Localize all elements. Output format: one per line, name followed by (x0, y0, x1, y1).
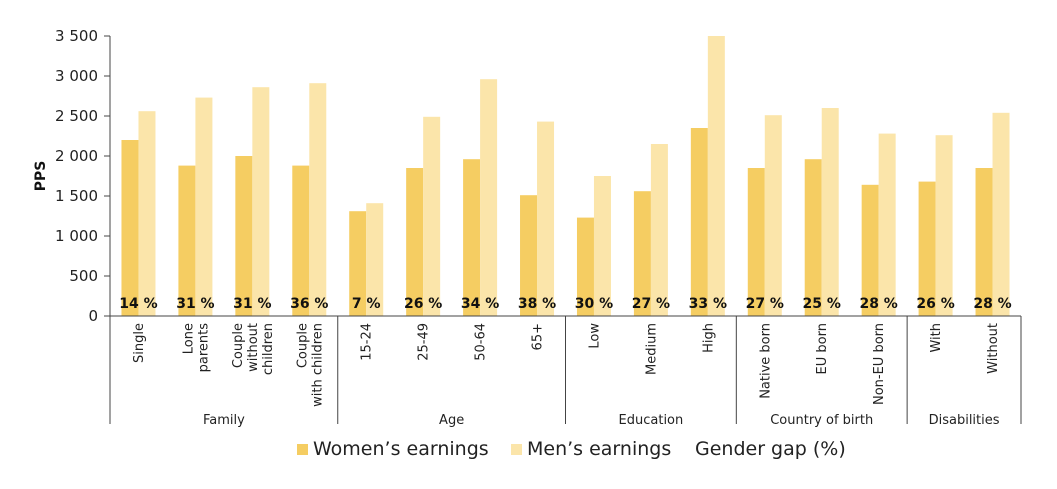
women-bar (633, 191, 651, 316)
category-label: 50-64 (474, 323, 489, 361)
women-bar (520, 195, 538, 316)
women-bar (178, 165, 196, 316)
y-tick-label: 3 000 (55, 67, 98, 85)
women-bar (861, 184, 879, 316)
men-bar (935, 135, 953, 316)
men-bar (366, 203, 384, 316)
x-axis: Single Loneparents Couplewithoutchildren Co… (109, 315, 1022, 428)
y-tick-label: 1 000 (55, 227, 98, 245)
group-label: Age (439, 413, 464, 428)
men-bar (309, 83, 327, 316)
category-label: Single (132, 323, 147, 363)
gender-gap-label: 14 % (119, 296, 157, 312)
category-label: Low (587, 323, 602, 349)
men-bar (764, 115, 782, 316)
category-label: Couplewithoutchildren (231, 323, 276, 375)
category-label: 25-49 (417, 323, 432, 361)
legend-women-label: Women’s earnings (313, 438, 489, 460)
gender-gap-label: 28 % (973, 296, 1011, 312)
group-label: Disabilities (929, 413, 1000, 428)
gender-gap-label: 27 % (632, 296, 670, 312)
legend-men-label: Men’s earnings (527, 438, 671, 460)
gender-gap-label: 31 % (176, 296, 214, 312)
category-label: Non-EU born (872, 323, 887, 405)
gender-gap-label: 33 % (689, 296, 727, 312)
y-tick-label: 1 500 (55, 187, 98, 205)
group-label: Family (203, 413, 245, 428)
gender-gap-label: 28 % (859, 296, 897, 312)
women-bar (235, 156, 253, 316)
women-bar (690, 128, 708, 316)
y-tick-label: 2 000 (55, 147, 98, 165)
legend-men-swatch (511, 444, 522, 455)
category-label: High (701, 323, 716, 353)
category-label: EU born (815, 323, 830, 374)
men-bar (821, 108, 839, 316)
y-tick-label: 2 500 (55, 107, 98, 125)
men-bar (138, 111, 156, 316)
group-label: Country of birth (770, 413, 873, 428)
category-label: Native born (758, 323, 773, 399)
men-bar (195, 97, 213, 316)
women-bar (747, 168, 765, 316)
women-bar (975, 168, 993, 316)
y-axis-label: PPS (33, 161, 49, 192)
men-bar (593, 176, 611, 316)
women-bar (576, 217, 594, 316)
gender-gap-label: 34 % (461, 296, 499, 312)
women-bar (804, 159, 822, 316)
men-bar (992, 112, 1010, 316)
legend: Women’s earnings Men’s earnings Gender gap… (297, 438, 846, 460)
gender-gap-label: 26 % (404, 296, 442, 312)
y-tick-label: 500 (69, 267, 98, 285)
men-bar (878, 133, 896, 316)
men-bar (480, 79, 498, 316)
women-bar (121, 140, 139, 316)
y-axis: 0 500 1 000 1 500 2 000 2 500 3 000 3 500 (55, 27, 111, 325)
gender-gap-label: 26 % (916, 296, 954, 312)
gender-gap-label: 25 % (803, 296, 841, 312)
men-bar (650, 144, 668, 316)
bars (121, 36, 1010, 316)
women-bar (292, 165, 310, 316)
men-bar (423, 116, 441, 316)
category-label: 65+ (531, 323, 546, 350)
gender-gap-label: 38 % (518, 296, 556, 312)
group-label: Education (619, 413, 684, 428)
women-bar (463, 159, 481, 316)
category-label: Medium (644, 323, 659, 375)
women-bar (918, 181, 936, 316)
category-label: Couplewith children (295, 323, 325, 407)
gender-gap-labels: 14 % 31 % 31 % 36 % 7 % 26 % 34 % 38 % 30 % 27 % 3… (119, 296, 1011, 312)
gender-gap-label: 36 % (290, 296, 328, 312)
category-label: With (929, 323, 944, 353)
legend-women-swatch (297, 444, 308, 455)
category-label: Loneparents (181, 323, 211, 373)
women-bar (349, 211, 367, 316)
y-tick-label: 3 500 (55, 27, 98, 45)
category-label: 15-24 (360, 323, 375, 361)
gender-gap-label: 7 % (352, 296, 381, 312)
men-bar (252, 87, 270, 316)
gender-gap-label: 31 % (233, 296, 271, 312)
category-label: Without (986, 323, 1001, 374)
legend-gender-gap-label: Gender gap (%) (695, 438, 846, 460)
men-bar (707, 36, 725, 316)
gender-gap-label: 30 % (575, 296, 613, 312)
y-tick-label: 0 (88, 307, 98, 325)
men-bar (537, 121, 555, 316)
gender-gap-label: 27 % (746, 296, 784, 312)
women-bar (406, 168, 424, 316)
